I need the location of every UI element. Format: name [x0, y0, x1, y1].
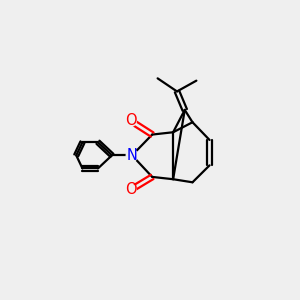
Circle shape — [125, 184, 136, 196]
Circle shape — [125, 115, 136, 127]
Text: N: N — [127, 148, 137, 163]
Text: O: O — [125, 182, 136, 197]
Text: O: O — [125, 113, 136, 128]
Circle shape — [126, 150, 138, 161]
